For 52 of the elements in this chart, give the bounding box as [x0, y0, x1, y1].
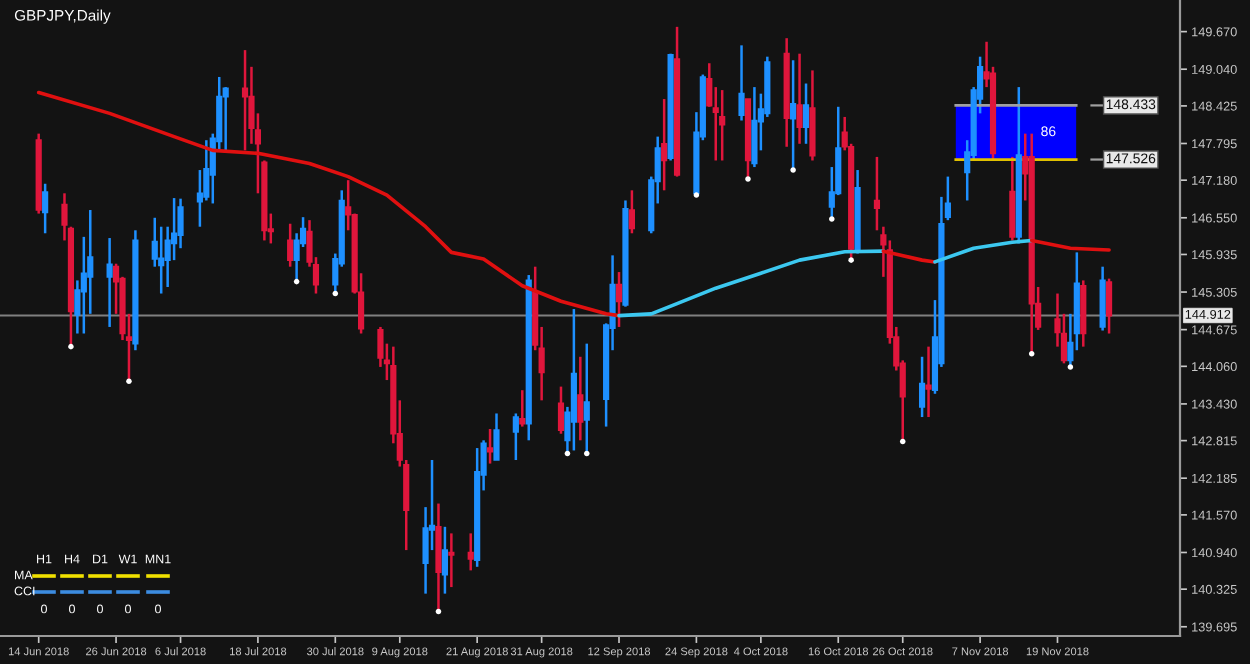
candlestick: [222, 85, 229, 152]
candlestick: [628, 189, 636, 235]
point: [293, 278, 300, 285]
candlestick: [918, 355, 926, 419]
candlestick: [925, 345, 932, 419]
point: [899, 438, 906, 445]
point: [435, 608, 442, 615]
candlestick: [577, 355, 584, 442]
point: [68, 343, 74, 350]
candlestick: [441, 525, 449, 595]
candlestick: [467, 532, 474, 572]
point: [829, 216, 835, 222]
candlestick: [1099, 265, 1106, 332]
point: [1067, 364, 1074, 370]
candlestick: [796, 52, 803, 146]
point: [564, 450, 571, 457]
point: [693, 192, 700, 198]
candlestick: [802, 82, 810, 146]
candlestick: [790, 59, 797, 172]
candlestick: [287, 222, 294, 268]
point: [584, 450, 590, 457]
line-series: [617, 249, 886, 318]
candlestick: [1080, 279, 1087, 348]
candlestick: [751, 85, 758, 169]
candlestick: [158, 225, 165, 295]
line-series: [36, 90, 621, 318]
candlestick: [493, 412, 500, 462]
candlestick: [557, 385, 565, 435]
point: [332, 290, 339, 297]
candlestick: [241, 48, 249, 152]
point: [126, 378, 132, 385]
line-series: [933, 238, 1034, 264]
candlestick: [719, 88, 726, 162]
candlestick: [435, 502, 442, 613]
point: [745, 176, 751, 182]
candlestick: [1105, 277, 1113, 335]
candlestick: [42, 182, 49, 235]
candlestick: [583, 342, 590, 455]
point: [848, 257, 854, 263]
candlestick: [661, 97, 668, 192]
point: [1028, 351, 1035, 357]
candlestick: [615, 270, 623, 329]
candlestick: [448, 532, 455, 589]
candlestick: [809, 69, 816, 162]
candlestick: [1009, 155, 1016, 242]
point: [790, 167, 796, 173]
candlestick: [106, 236, 113, 329]
candlestick: [486, 427, 494, 465]
candlestick: [512, 412, 519, 462]
candlestick: [873, 155, 881, 232]
candlestick: [738, 44, 745, 122]
candlestick: [519, 388, 526, 428]
